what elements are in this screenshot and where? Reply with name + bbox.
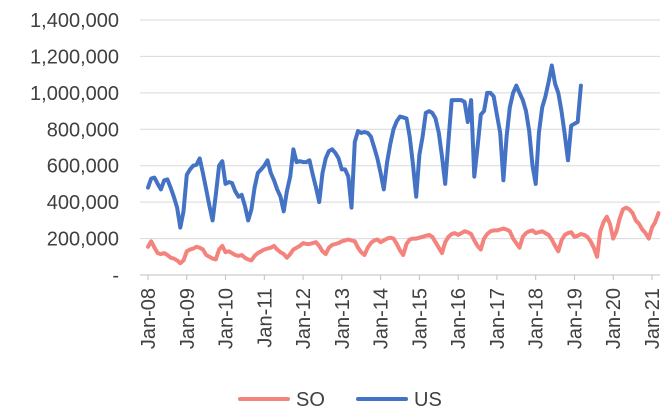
legend: SO US: [238, 389, 442, 411]
y-tick-label: 800,000: [47, 119, 119, 141]
x-tick-label: Jan-10: [216, 288, 238, 349]
x-tick-label: Jan-18: [526, 288, 548, 349]
legend-label-us: US: [414, 389, 442, 411]
x-tick-label: Jan-15: [409, 288, 431, 349]
y-tick-label: 1,400,000: [30, 10, 119, 32]
x-tick-label: Jan-09: [177, 288, 199, 349]
series-lines: [146, 63, 661, 266]
gridlines: [140, 19, 660, 240]
x-tick-label: Jan-12: [293, 288, 315, 349]
x-tick-label: Jan-14: [371, 288, 393, 349]
y-tick-label: 1,200,000: [30, 46, 119, 68]
x-tick-label: Jan-08: [138, 288, 160, 349]
x-axis-ticks: Jan-08 Jan-09 Jan-10 Jan-11 Jan-12 Jan-13 Jan-…: [138, 275, 664, 349]
x-tick-label: Jan-20: [603, 288, 625, 349]
x-tick-label: Jan-11: [254, 288, 276, 348]
y-tick-label: 400,000: [47, 192, 119, 214]
x-tick-label: Jan-21: [642, 288, 664, 349]
y-axis-ticks: - 200,000 400,000 600,000 800,000 1,000,000 1,…: [30, 10, 119, 287]
x-tick-label: Jan-16: [448, 288, 470, 349]
y-tick-label: 200,000: [47, 229, 119, 251]
x-tick-label: Jan-13: [332, 288, 354, 349]
x-tick-label: Jan-17: [487, 288, 509, 349]
y-tick-label: -: [112, 265, 119, 287]
series-line-us: [146, 63, 583, 230]
series-line-so: [146, 205, 661, 266]
x-tick-label: Jan-19: [564, 288, 586, 349]
y-tick-label: 600,000: [47, 156, 119, 178]
y-tick-label: 1,000,000: [30, 83, 119, 105]
legend-label-so: SO: [296, 389, 325, 411]
